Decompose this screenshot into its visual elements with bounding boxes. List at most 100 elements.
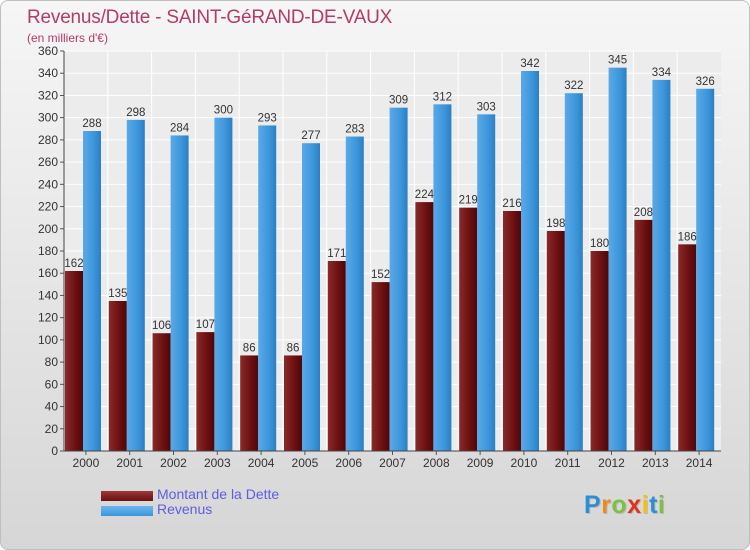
revenue-bar — [258, 125, 277, 451]
debt-value-label: 186 — [678, 231, 697, 243]
logo-letter: o — [611, 491, 628, 519]
logo-letter: P — [584, 491, 602, 519]
logo-letter: i — [657, 491, 666, 519]
revenue-bar — [345, 136, 364, 452]
revenue-value-label: 326 — [696, 76, 715, 88]
revenue-bar — [433, 104, 452, 451]
debt-bar — [65, 271, 83, 451]
debt-value-label: 162 — [64, 258, 83, 270]
y-tick-label: 160 — [38, 266, 58, 280]
revenue-bar — [214, 117, 233, 452]
debt-bar — [459, 207, 478, 451]
legend-label-debt: Montant de la Dette — [157, 486, 280, 502]
y-tick-label: 240 — [38, 177, 58, 191]
revenue-bar — [564, 93, 583, 451]
revenue-value-label: 288 — [82, 118, 101, 130]
revenue-value-label: 277 — [301, 130, 320, 142]
y-tick-label: 80 — [45, 355, 59, 369]
debt-bar — [152, 333, 171, 451]
y-tick-label: 60 — [45, 377, 59, 391]
debt-value-label: 86 — [243, 342, 256, 354]
revenue-value-label: 345 — [608, 55, 627, 67]
revenue-value-label: 293 — [258, 112, 277, 124]
debt-bar — [546, 231, 565, 451]
x-tick-label: 2010 — [511, 456, 538, 470]
revenue-bar — [521, 71, 539, 451]
legend-label-revenue: Revenus — [157, 501, 213, 517]
revenue-bar — [696, 88, 715, 452]
debt-bar — [327, 261, 346, 451]
revenue-bar — [126, 119, 145, 451]
debt-value-label: 107 — [196, 319, 215, 331]
debt-bar — [371, 282, 390, 451]
debt-bar — [108, 301, 127, 451]
debt-bar — [415, 202, 434, 451]
x-tick-label: 2008 — [423, 456, 450, 470]
revenue-value-label: 312 — [433, 91, 452, 103]
x-tick-label: 2003 — [204, 456, 231, 470]
x-tick-label: 2012 — [598, 456, 625, 470]
x-tick-label: 2009 — [467, 456, 494, 470]
logo-letter: x — [627, 491, 642, 519]
logo-letter: t — [649, 491, 658, 519]
x-tick-label: 2011 — [555, 456, 581, 470]
debt-value-label: 180 — [590, 238, 609, 250]
revenue-bar — [608, 67, 627, 452]
debt-bar — [503, 211, 521, 451]
y-tick-label: 300 — [38, 111, 58, 125]
debt-value-label: 219 — [459, 195, 478, 207]
debt-bar — [196, 332, 215, 451]
debt-value-label: 198 — [546, 218, 565, 230]
revenue-value-label: 298 — [126, 107, 145, 119]
debt-value-label: 86 — [287, 342, 300, 354]
y-tick-label: 100 — [38, 333, 58, 347]
y-tick-label: 140 — [38, 288, 58, 302]
revenue-bar — [170, 135, 189, 451]
revenue-bar — [302, 143, 320, 451]
y-tick-label: 200 — [38, 222, 58, 236]
x-tick-label: 2000 — [73, 456, 100, 470]
x-tick-label: 2001 — [116, 456, 143, 470]
y-tick-label: 0 — [51, 444, 58, 458]
debt-value-label: 216 — [502, 198, 521, 210]
legend-swatch-revenue — [101, 506, 153, 516]
proxiti-logo: Proxiti — [584, 491, 694, 523]
revenue-value-label: 342 — [520, 58, 539, 70]
x-tick-label: 2007 — [379, 456, 406, 470]
debt-bar — [634, 219, 653, 451]
revenue-value-label: 309 — [389, 95, 408, 107]
y-tick-label: 180 — [38, 244, 58, 258]
y-tick-label: 20 — [45, 422, 59, 436]
y-tick-label: 40 — [45, 400, 59, 414]
x-tick-label: 2002 — [160, 456, 187, 470]
debt-value-label: 208 — [634, 207, 653, 219]
revenue-bar — [477, 114, 496, 451]
revenue-bar — [389, 107, 408, 452]
debt-value-label: 106 — [152, 320, 171, 332]
y-tick-label: 260 — [38, 155, 58, 169]
revenue-bar — [652, 79, 671, 451]
y-tick-label: 320 — [38, 88, 58, 102]
x-tick-label: 2005 — [292, 456, 319, 470]
x-tick-label: 2014 — [686, 456, 713, 470]
debt-bar — [590, 251, 609, 451]
revenue-value-label: 303 — [477, 101, 496, 113]
revenue-value-label: 334 — [652, 67, 672, 79]
debt-bar — [284, 355, 302, 451]
x-tick-label: 2004 — [248, 456, 275, 470]
legend-swatch-debt — [101, 491, 153, 501]
chart-title: Revenus/Dette - SAINT-GéRAND-DE-VAUX — [27, 7, 393, 28]
x-tick-label: 2013 — [642, 456, 669, 470]
revenue-bar — [83, 131, 101, 451]
y-tick-label: 340 — [38, 66, 58, 80]
x-tick-label: 2006 — [335, 456, 362, 470]
revenue-value-label: 300 — [214, 105, 233, 117]
debt-value-label: 152 — [371, 269, 390, 281]
logo-letter: r — [601, 491, 612, 519]
debt-bar — [240, 355, 259, 451]
logo-letter: i — [641, 491, 650, 519]
debt-value-label: 171 — [327, 248, 346, 260]
y-tick-label: 360 — [38, 44, 58, 58]
